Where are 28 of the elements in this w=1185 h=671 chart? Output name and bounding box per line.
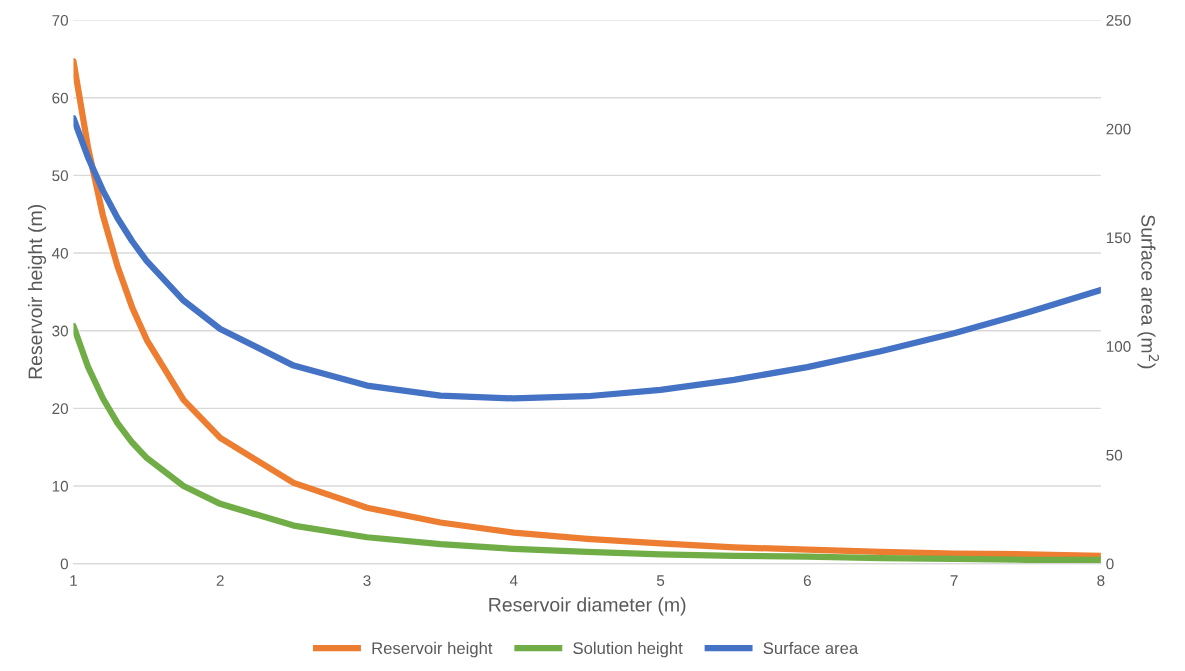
y-tick-label: 10: [52, 480, 69, 492]
y2-tick-label: 250: [1106, 15, 1131, 26]
legend-label: Reservoir height: [372, 641, 493, 658]
y-tick-label: 60: [52, 92, 69, 104]
y-tick-label: 70: [52, 15, 69, 26]
y-axis-title: Reservoir height (m): [27, 205, 47, 379]
legend-label: Surface area: [763, 641, 859, 655]
y2-tick-label: 100: [1106, 341, 1131, 352]
y2-tick-label: 0: [1106, 558, 1114, 570]
x-tick-label: 2: [216, 575, 224, 586]
x-tick-label: 7: [950, 575, 958, 586]
x-tick-label: 8: [1097, 575, 1105, 586]
y-tick-label: 50: [52, 170, 69, 182]
x-axis-title: Reservoir diameter (m): [489, 597, 686, 616]
y2-tick-label: 150: [1106, 232, 1131, 244]
y2-axis-title: Surface area (m$^{2}$): [1137, 215, 1159, 369]
y2-tick-label: 50: [1106, 449, 1123, 461]
x-tick-label: 1: [70, 575, 77, 586]
y-tick-label: 40: [51, 247, 69, 259]
y-tick-label: 20: [52, 403, 69, 415]
y-tick-label: 0: [60, 558, 69, 570]
legend-label: Solution height: [573, 641, 683, 658]
x-tick-label: 3: [363, 575, 371, 586]
y2-tick-label: 200: [1106, 123, 1131, 135]
x-tick-label: 6: [803, 575, 811, 586]
x-tick-label: 4: [509, 575, 518, 586]
x-tick-label: 5: [656, 575, 665, 586]
y-tick-label: 30: [52, 325, 69, 337]
